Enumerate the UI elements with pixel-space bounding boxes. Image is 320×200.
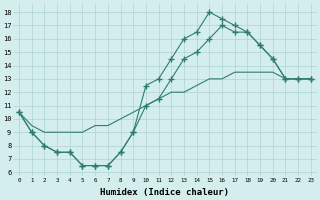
X-axis label: Humidex (Indice chaleur): Humidex (Indice chaleur)	[100, 188, 229, 197]
